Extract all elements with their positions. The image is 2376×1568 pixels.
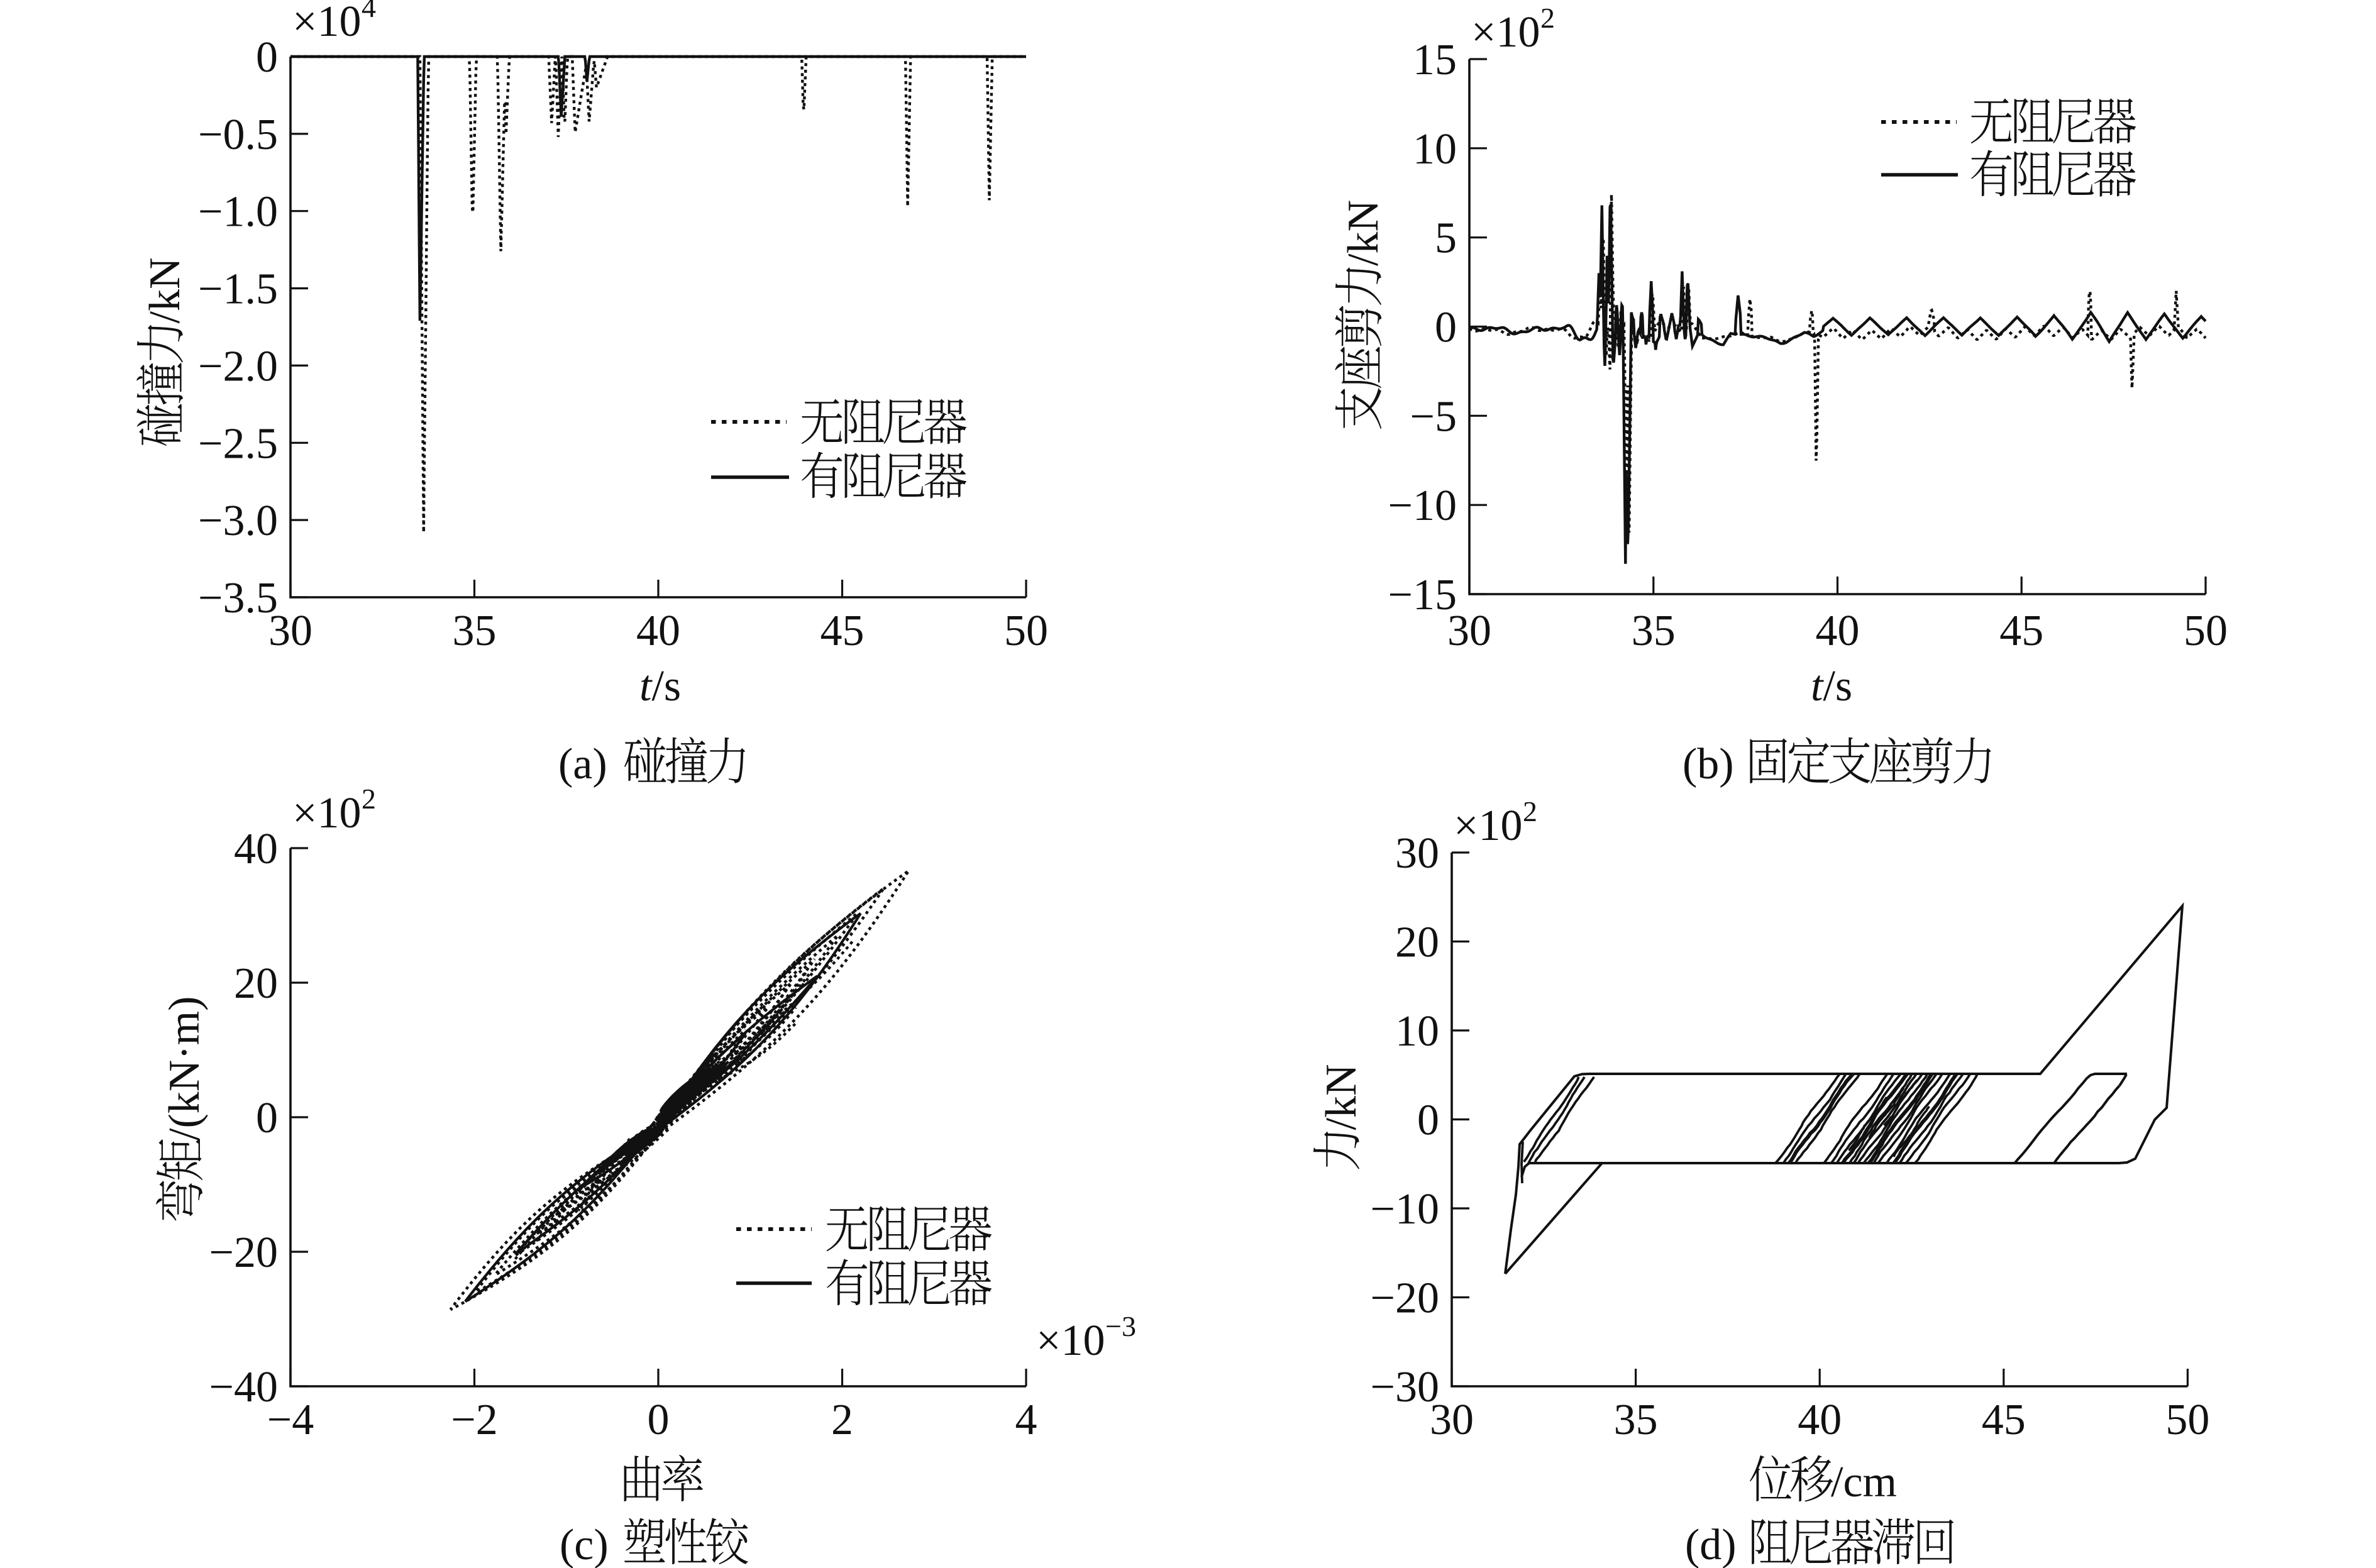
svg-text:50: 50 [2165,1396,2209,1444]
svg-text:×10: ×10 [292,789,361,837]
svg-text:−10: −10 [1388,482,1457,530]
svg-text:−3.0: −3.0 [198,497,278,545]
svg-text:−3: −3 [1105,1310,1136,1342]
svg-text:−40: −40 [209,1363,278,1411]
svg-text:45: 45 [821,607,865,655]
svg-text:−30: −30 [1371,1363,1439,1411]
svg-text:0: 0 [1435,304,1457,352]
svg-text:2: 2 [831,1396,853,1444]
svg-text:−5: −5 [1410,392,1457,441]
svg-text:0: 0 [256,33,278,82]
svg-text:40: 40 [1798,1396,1842,1444]
svg-text:(d): (d) [1685,1521,1737,1568]
svg-text:−2.0: −2.0 [198,342,278,390]
svg-text:−3.5: −3.5 [198,574,278,622]
svg-text:−20: −20 [209,1228,278,1277]
svg-text:/kN: /kN [141,258,189,324]
svg-text:−2.5: −2.5 [198,419,278,468]
svg-text:20: 20 [234,959,278,1008]
svg-text:4: 4 [1015,1396,1037,1444]
svg-text:×10: ×10 [1036,1317,1105,1365]
svg-text:2: 2 [362,783,376,815]
svg-text:t/s: t/s [1811,662,1852,710]
svg-text:30: 30 [1395,829,1439,878]
svg-text:t/s: t/s [639,662,681,710]
svg-text:2: 2 [1523,795,1537,827]
svg-text:(b): (b) [1683,740,1734,788]
svg-text:0: 0 [256,1094,278,1142]
svg-text:(a): (a) [558,740,607,788]
svg-text:/kN: /kN [1317,1064,1366,1130]
svg-text:×10: ×10 [1471,8,1540,57]
svg-text:40: 40 [1816,607,1860,655]
svg-text:0: 0 [648,1396,670,1444]
svg-text:20: 20 [1395,919,1439,967]
svg-text:45: 45 [1999,607,2043,655]
svg-text:/(kN·m): /(kN·m) [160,997,209,1140]
svg-text:35: 35 [1632,607,1676,655]
svg-text:(c): (c) [560,1521,609,1568]
svg-text:2: 2 [1540,2,1555,34]
svg-text:−0.5: −0.5 [198,111,278,159]
svg-text:−20: −20 [1371,1274,1439,1323]
svg-text:45: 45 [1982,1396,2026,1444]
svg-text:50: 50 [2184,607,2228,655]
svg-text:−4: −4 [267,1396,314,1444]
svg-text:35: 35 [1614,1396,1658,1444]
svg-text:40: 40 [234,825,278,873]
svg-text:30: 30 [268,607,312,655]
svg-text:10: 10 [1413,125,1457,174]
svg-text:−15: −15 [1388,571,1457,619]
svg-text:−2: −2 [451,1396,497,1444]
svg-text:30: 30 [1447,607,1491,655]
svg-text:/cm: /cm [1831,1458,1897,1506]
svg-text:/kN: /kN [1339,200,1388,266]
svg-text:50: 50 [1004,607,1048,655]
svg-text:35: 35 [453,607,497,655]
svg-text:4: 4 [362,0,376,23]
svg-text:0: 0 [1417,1096,1439,1145]
svg-text:−10: −10 [1371,1185,1439,1234]
svg-text:−1.0: −1.0 [198,188,278,236]
svg-text:30: 30 [1430,1396,1474,1444]
svg-text:×10: ×10 [1454,802,1522,850]
svg-text:−1.5: −1.5 [198,265,278,314]
svg-text:5: 5 [1435,214,1457,263]
svg-text:×10: ×10 [292,0,361,46]
svg-text:40: 40 [636,607,680,655]
svg-text:10: 10 [1395,1007,1439,1056]
svg-text:15: 15 [1413,36,1457,84]
